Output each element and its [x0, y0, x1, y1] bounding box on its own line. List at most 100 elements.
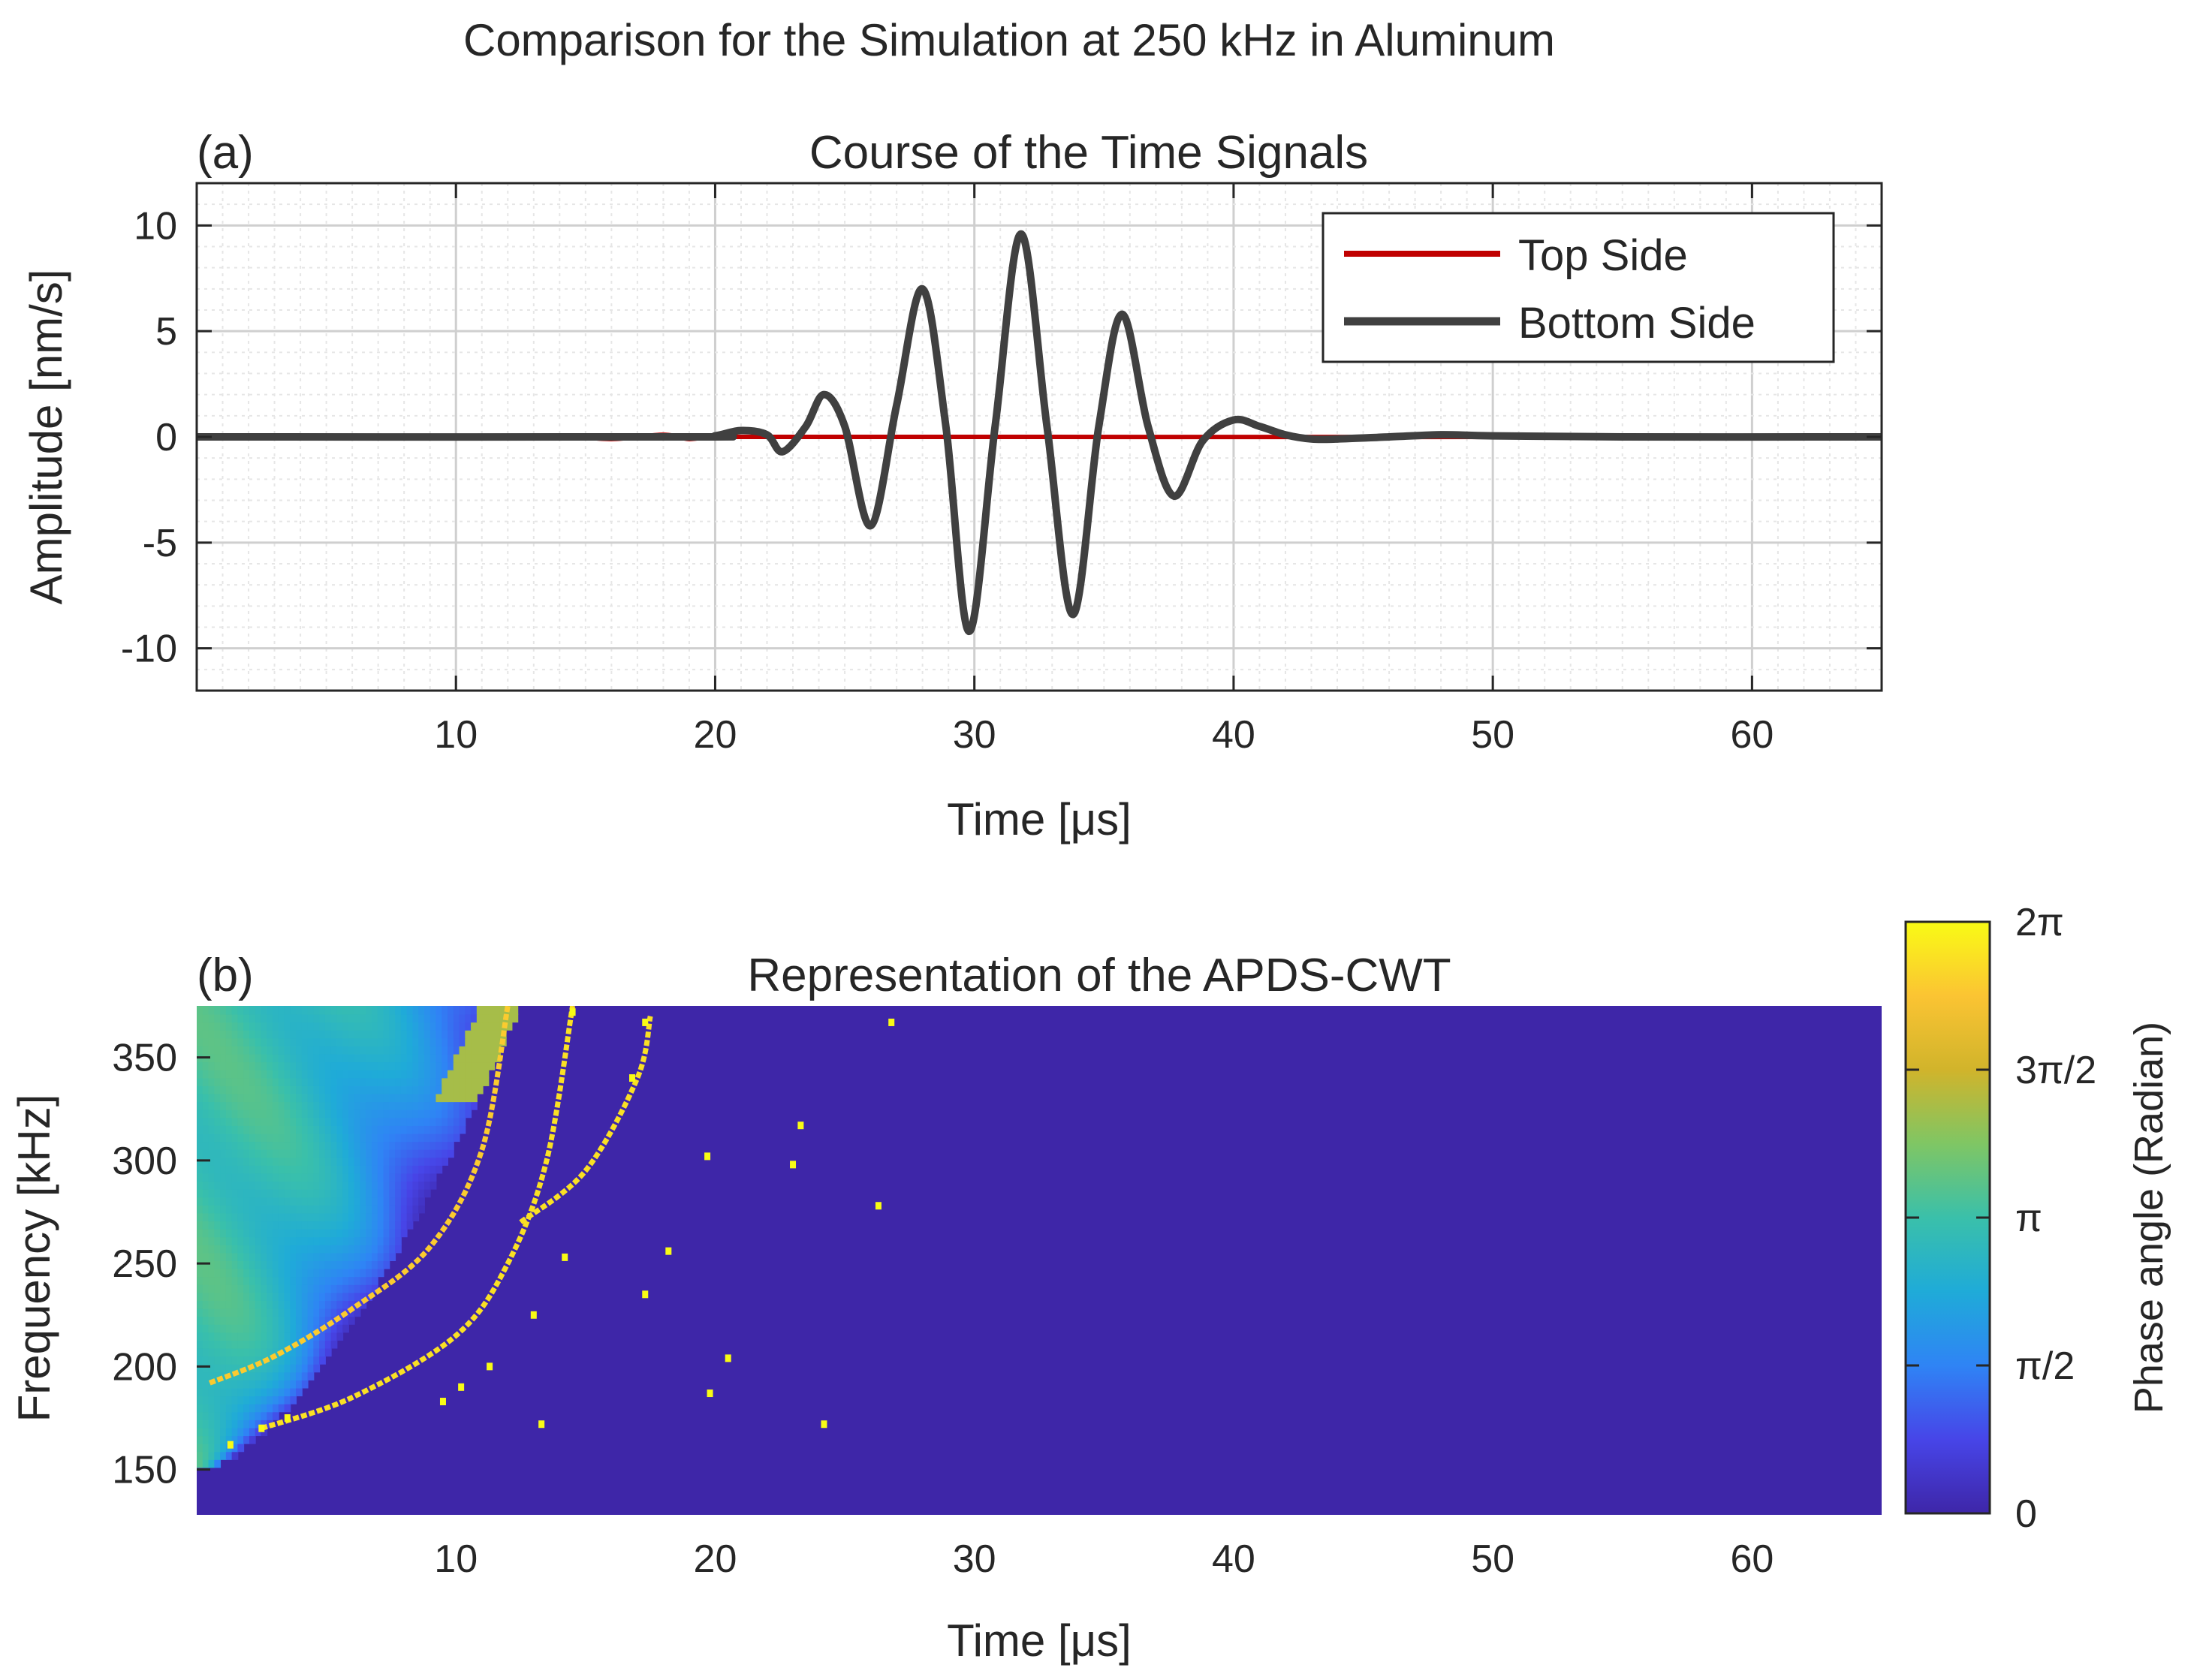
heatmap-cell — [342, 1164, 349, 1174]
heatmap-cell — [330, 1125, 338, 1134]
heatmap-cell — [278, 1268, 285, 1278]
heatmap-cell — [278, 1093, 285, 1103]
heatmap-cell — [237, 1157, 245, 1166]
heatmap-cell — [214, 1284, 222, 1293]
heatmap-cell — [225, 1197, 233, 1206]
heatmap-cell — [231, 1284, 239, 1293]
heatmap-cell — [423, 1188, 431, 1198]
heatmap-cell — [249, 1236, 256, 1245]
heatmap-cell — [400, 1212, 408, 1222]
heatmap-cell — [383, 1045, 390, 1055]
heatmap-cell — [342, 1141, 349, 1150]
heatmap-cell — [348, 1252, 355, 1261]
heatmap-cell — [324, 1149, 332, 1158]
heatmap-cell — [476, 1013, 484, 1023]
heatmap-cell — [448, 1069, 454, 1079]
heatmap-cell — [208, 1347, 215, 1357]
heatmap-cell — [296, 1173, 303, 1182]
heatmap-cell — [296, 1228, 303, 1238]
heatmap-cell — [220, 1276, 227, 1285]
heatmap-cell — [208, 1053, 215, 1063]
y-tick-label: 250 — [112, 1242, 177, 1286]
heatmap-cell — [296, 1125, 303, 1134]
heatmap-cell — [324, 1299, 332, 1309]
heatmap-cell — [336, 1133, 344, 1143]
heatmap-cell — [319, 1006, 326, 1015]
heatmap-cell — [342, 1117, 349, 1126]
heatmap-cell — [267, 1276, 273, 1285]
heatmap-cell — [476, 1045, 484, 1055]
heatmap-cell — [429, 1141, 437, 1150]
heatmap-cell — [272, 1323, 279, 1333]
heatmap-cell — [284, 1236, 291, 1245]
heatmap-cell — [220, 1284, 227, 1293]
heatmap-cell — [482, 1013, 490, 1023]
heatmap-cell — [284, 1204, 291, 1214]
heatmap-cell — [348, 1292, 355, 1301]
heatmap-cell — [366, 1236, 373, 1245]
heatmap-cell — [214, 1411, 222, 1420]
heatmap-cell — [231, 1387, 239, 1397]
heatmap-cell — [197, 1181, 203, 1190]
heatmap-cell — [243, 1022, 250, 1031]
heatmap-cell — [249, 1006, 256, 1015]
heatmap-cell — [267, 1037, 273, 1046]
heatmap-cell — [476, 1029, 484, 1039]
heatmap-cell — [435, 1069, 443, 1079]
heatmap-cell — [290, 1299, 297, 1309]
heatmap-cell — [231, 1157, 239, 1166]
heatmap-cell — [255, 1053, 262, 1063]
heatmap-cell — [418, 1133, 425, 1143]
heatmap-cell — [395, 1228, 402, 1238]
heatmap-cell — [290, 1157, 297, 1166]
heatmap-cell — [284, 1260, 291, 1269]
heatmap-cell — [366, 1125, 373, 1134]
heatmap-cell — [372, 1006, 378, 1015]
heatmap-cell — [278, 1149, 285, 1158]
heatmap-cell — [197, 1164, 203, 1174]
heatmap-cell — [261, 1157, 268, 1166]
heatmap-cell — [301, 1236, 309, 1245]
heatmap-cell — [313, 1133, 321, 1143]
heatmap-cell — [296, 1221, 303, 1230]
heatmap-cell — [272, 1347, 279, 1357]
heatmap-cell — [324, 1260, 332, 1269]
heatmap-cell — [459, 1117, 466, 1126]
heatmap-cell — [202, 1173, 209, 1182]
heatmap-cell — [267, 1077, 273, 1086]
heatmap-cell — [272, 1284, 279, 1293]
heatmap-cell — [313, 1197, 321, 1206]
heatmap-cell — [360, 1077, 367, 1086]
x-tick-label: 30 — [953, 1537, 996, 1581]
heatmap-cell — [267, 1085, 273, 1094]
heatmap-cell — [301, 1141, 309, 1150]
heatmap-cell — [208, 1284, 215, 1293]
heatmap-cell — [348, 1228, 355, 1238]
heatmap-cell — [208, 1197, 215, 1206]
heatmap-cell — [330, 1221, 338, 1230]
colorbar-tick-label: π/2 — [2015, 1344, 2075, 1388]
heatmap-cell — [319, 1133, 326, 1143]
heatmap-cell — [255, 1117, 262, 1126]
heatmap-cell — [377, 1173, 384, 1182]
heatmap-cell — [354, 1053, 361, 1063]
heatmap-cell — [220, 1332, 227, 1341]
heatmap-cell — [272, 1379, 279, 1389]
heatmap-cell — [348, 1284, 355, 1293]
heatmap-cell — [202, 1299, 209, 1309]
heatmap-cell — [301, 1006, 309, 1015]
heatmap-cell — [296, 1101, 303, 1110]
heatmap-cell — [423, 1141, 431, 1150]
heatmap-cell — [354, 1069, 361, 1079]
heatmap-cell — [330, 1006, 338, 1015]
heatmap-cell — [237, 1403, 245, 1413]
heatmap-cell — [406, 1173, 414, 1182]
heatmap-cell — [383, 1077, 390, 1086]
heatmap-cell — [348, 1053, 355, 1063]
heatmap-cell — [354, 1133, 361, 1143]
heatmap-cell — [261, 1061, 268, 1070]
heatmap-cell — [220, 1403, 227, 1413]
heatmap-cell — [197, 1339, 203, 1349]
heatmap-cell — [336, 1101, 344, 1110]
heatmap-cell — [342, 1061, 349, 1070]
